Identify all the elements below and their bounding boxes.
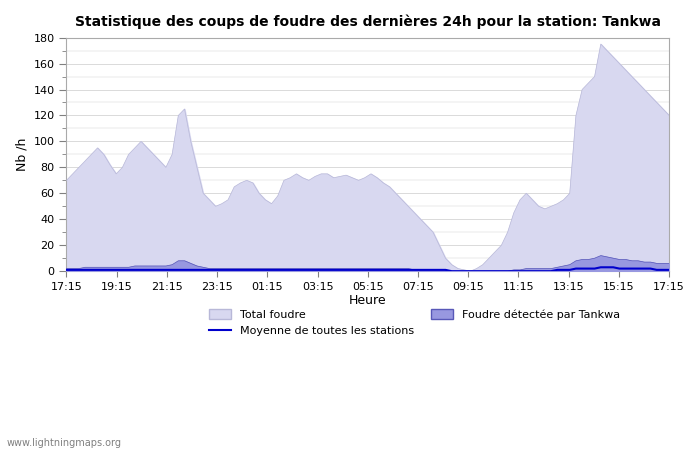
- X-axis label: Heure: Heure: [349, 294, 386, 307]
- Text: www.lightningmaps.org: www.lightningmaps.org: [7, 438, 122, 448]
- Legend: Total foudre, Moyenne de toutes les stations, Foudre détectée par Tankwa: Total foudre, Moyenne de toutes les stat…: [204, 304, 624, 340]
- Title: Statistique des coups de foudre des dernières 24h pour la station: Tankwa: Statistique des coups de foudre des dern…: [75, 15, 661, 30]
- Y-axis label: Nb /h: Nb /h: [15, 138, 28, 171]
